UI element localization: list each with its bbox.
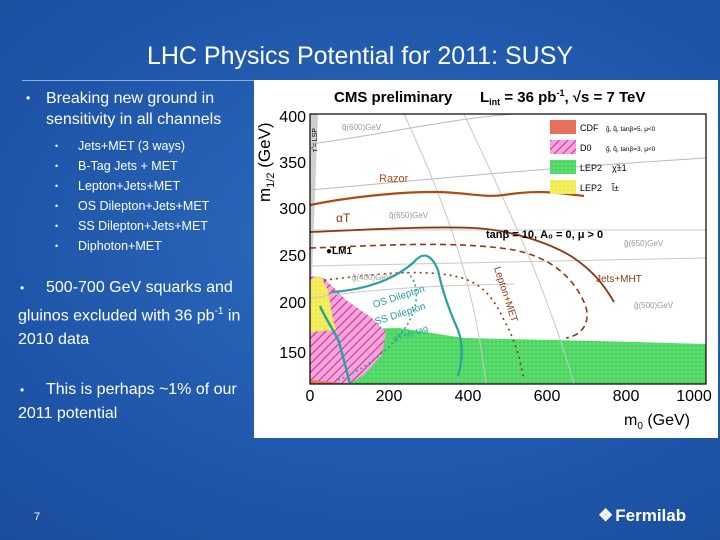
plot-svg: CMS preliminary Lint = 36 pb-1, √s = 7 T… [255, 88, 712, 432]
legend-swatch-cdf [550, 120, 576, 134]
gluino-650-label: g̃(650)GeV [624, 239, 664, 248]
plot-xlabel: m0 (GeV) [624, 412, 690, 432]
bullet-main-1-text: Breaking new ground in sensitivity in al… [46, 90, 222, 128]
stau-lsp-region [310, 114, 318, 276]
cdf-excluded-region [310, 380, 354, 384]
y-axis: 150 200 250 300 350 400 [279, 109, 306, 362]
sub-bullet-text: Diphoton+MET [78, 239, 162, 253]
bullet-main-3: • This is perhaps ~1% of our 2011 potenti… [18, 378, 258, 426]
sub-bullet-text: Lepton+Jets+MET [78, 179, 181, 193]
x-tick-label: 400 [455, 388, 482, 405]
y-tick-label: 150 [279, 345, 306, 362]
sub-bullet: • Lepton+Jets+MET [18, 176, 258, 196]
bullet-main-1: • Breaking new ground in sensitivity in … [18, 88, 258, 130]
plot-header-lumi: Lint = 36 pb-1, √s = 7 TeV [480, 88, 645, 107]
bullet-main-2: • 500-700 GeV squarks and gluinos exclude… [18, 276, 258, 352]
plot-frame [309, 113, 707, 385]
legend-swatch-lep2-chargino [550, 160, 576, 174]
plot-header-left: CMS preliminary [334, 89, 453, 106]
y-tick-label: 250 [279, 248, 306, 265]
bullet-dot: • [55, 161, 59, 171]
x-tick-label: 800 [613, 388, 640, 405]
cms-exclusion-plot: CMS preliminary Lint = 36 pb-1, √s = 7 T… [254, 80, 718, 438]
x-axis: 0 200 400 600 800 1000 [306, 388, 712, 405]
plot-legend: CDF g̃, q̃, tanβ=5, μ<0 D0 g̃, q̃, tanβ=… [550, 120, 656, 194]
bullet-dot: • [20, 281, 25, 295]
bullet-dot: • [55, 221, 59, 231]
y-tick-label: 350 [279, 155, 306, 172]
squark-600-label: q̃(600)GeV [342, 123, 382, 132]
legend-cdf: CDF [580, 123, 599, 133]
lep2-chargino-region [310, 328, 706, 384]
gluino-500-isomass [310, 257, 706, 267]
bullet-main-2-text-b: in 2010 data [18, 307, 241, 349]
alphaT-limit-curve [310, 226, 615, 303]
razor-limit-curve [310, 190, 585, 207]
x-tick-label: 200 [376, 388, 403, 405]
legend-cdf-note: g̃, q̃, tanβ=5, μ<0 [606, 126, 656, 133]
fermilab-logo: ❖ Fermilab [598, 506, 686, 526]
sub-bullet-text: SS Dilepton+Jets+MET [78, 219, 208, 233]
gluino-400-label: g̃(400)GeV [352, 273, 392, 282]
squark-500-isomass [403, 114, 487, 384]
page-number: 7 [34, 511, 41, 523]
stau-lsp-label: τ̃ = LSP [312, 128, 319, 152]
y-tick-label: 200 [279, 295, 306, 312]
parameters-label: tanβ = 10, A₀ = 0, μ > 0 [486, 229, 603, 241]
legend-d0-note: g̃, q̃, tanβ=3, μ<0 [606, 146, 656, 153]
jets-mht-label: Jets+MHT [596, 274, 642, 285]
legend-swatch-lep2-slepton [550, 180, 576, 194]
legend-lep2-a-note: χ̃±1 [612, 163, 627, 173]
legend-lep2-a: LEP2 [580, 163, 602, 173]
legend-d0: D0 [580, 143, 592, 153]
sub-bullet: • SS Dilepton+Jets+MET [18, 216, 258, 236]
sub-bullet-text: OS Dilepton+Jets+MET [78, 199, 210, 213]
gluino-650-isomass [310, 157, 706, 191]
legend-swatch-d0 [550, 140, 576, 154]
squark-600-isomass [310, 114, 515, 145]
jets-mht-limit-curve [310, 243, 588, 339]
legend-lep2-b: LEP2 [580, 183, 602, 193]
bullet-dot: • [20, 383, 25, 397]
gluino-400-isomass [310, 283, 515, 299]
x-tick-label: 1000 [676, 388, 712, 405]
y-tick-label: 400 [279, 109, 306, 126]
alphaT-label: αT [336, 211, 351, 225]
lep2-slepton-region [310, 276, 336, 332]
y-tick-label: 300 [279, 201, 306, 218]
squark-650-label: q̃(650)GeV [389, 211, 429, 220]
bullet-main-2-text-a: 500-700 GeV squarks and gluinos excluded… [18, 279, 233, 325]
ss-dilepton-limit-curve [331, 254, 463, 377]
bullet-dot: • [55, 141, 59, 151]
bullet-dot: • [55, 181, 59, 191]
bullet-dot: • [26, 91, 31, 105]
sub-bullet: • Jets+MET (3 ways) [18, 136, 258, 156]
gluino-500-label: g̃(500)GeV [634, 301, 674, 310]
x-tick-label: 600 [534, 388, 561, 405]
alphaT-btag-limit-curve [337, 269, 418, 381]
bullet-dot: • [55, 241, 59, 251]
lm1-label: ●LM1 [326, 246, 352, 257]
x-tick-label: 0 [306, 388, 315, 405]
squark-650-isomass [463, 114, 575, 384]
fermilab-logo-text: Fermilab [615, 506, 687, 525]
sub-bullet-text: B-Tag Jets + MET [78, 159, 178, 173]
legend-lep2-b-note: l̃± [611, 182, 619, 193]
plot-ylabel: m1/2 (GeV) [255, 122, 277, 202]
bullet-dot: • [55, 201, 59, 211]
bullet-main-2-sup: -1 [214, 306, 224, 317]
bullet-list-main: • Breaking new ground in sensitivity in … [18, 88, 258, 256]
razor-label: Razor [379, 173, 409, 185]
sub-bullet: • OS Dilepton+Jets+MET [18, 196, 258, 216]
sub-bullet-text: Jets+MET (3 ways) [78, 139, 186, 153]
fermilab-logo-icon: ❖ [598, 506, 614, 525]
sub-bullet: • B-Tag Jets + MET [18, 156, 258, 176]
sub-bullet: • Diphoton+MET [18, 236, 258, 256]
slide-title: LHC Physics Potential for 2011: SUSY [146, 42, 574, 70]
bullet-main-3-text: This is perhaps ~1% of our 2011 potentia… [18, 381, 237, 422]
